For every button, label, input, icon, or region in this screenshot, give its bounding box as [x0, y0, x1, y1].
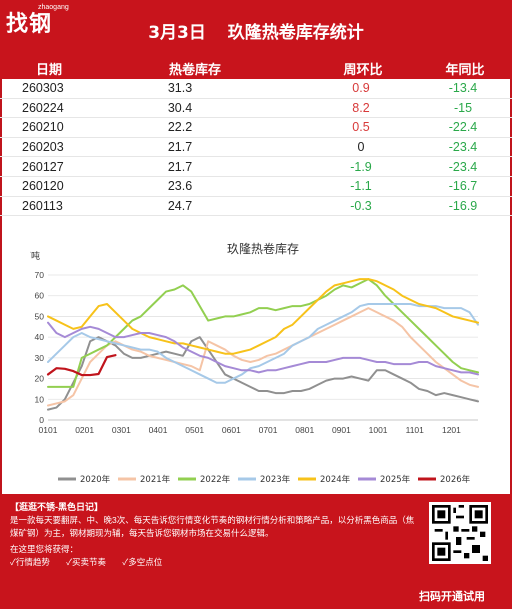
row-yoy: -15: [453, 100, 473, 115]
y-tick-label: 50: [35, 311, 45, 321]
y-tick-label: 10: [35, 394, 45, 404]
series-line: [47, 278, 479, 355]
col-wow: 周环比: [343, 62, 383, 78]
y-tick-label: 30: [35, 353, 45, 363]
row-wow: -0.3: [350, 198, 372, 213]
legend-label: 2023年: [260, 474, 291, 485]
row-yoy: -23.4: [448, 140, 478, 155]
x-tick-label: 1001: [369, 425, 388, 435]
y-axis-label: 万吨: [30, 250, 40, 262]
row-date: 260224: [22, 100, 64, 115]
row-stock: 21.7: [167, 140, 193, 155]
series-line: [47, 307, 479, 407]
chart-title: 玖隆热卷库存: [227, 241, 299, 256]
footer-heading: 【逛逛不锈-黑色日记】: [10, 502, 103, 512]
x-tick-label: 0601: [222, 425, 241, 435]
row-stock: 21.7: [167, 159, 193, 174]
col-date: 日期: [36, 62, 63, 78]
series-line: [47, 336, 479, 411]
legend-label: 2025年: [380, 474, 411, 485]
table-row: 260127 21.7 -1.9 -23.4: [0, 157, 512, 177]
row-wow: 0.9: [352, 81, 370, 96]
x-tick-label: 1201: [442, 425, 461, 435]
row-date: 260210: [22, 120, 64, 135]
row-wow: 0.5: [352, 120, 370, 135]
y-tick-label: 20: [35, 374, 45, 384]
row-yoy: -16.9: [448, 198, 478, 213]
benefit-item: ✓行情趋势: [10, 557, 50, 567]
scan-cta[interactable]: 扫码开通试用: [419, 591, 485, 603]
x-tick-label: 0901: [332, 425, 351, 435]
series-line: [47, 278, 479, 388]
table-row: 260224 30.4 8.2 -15: [0, 99, 512, 119]
benefit-item: ✓买卖节奏: [66, 557, 107, 567]
y-tick-label: 40: [35, 332, 45, 342]
table-row: 260113 24.7 -0.3 -16.9: [0, 197, 512, 217]
table-row: 260210 22.2 0.5 -22.4: [0, 118, 512, 138]
legend-label: 2020年: [80, 474, 111, 485]
y-tick-label: 60: [35, 291, 45, 301]
col-stock: 热卷库存: [168, 62, 221, 78]
legend-label: 2022年: [200, 474, 231, 485]
row-stock: 23.6: [167, 179, 193, 194]
row-stock: 24.7: [167, 198, 193, 213]
row-date: 260303: [22, 81, 64, 96]
table-header: 日期 热卷库存 周环比 年同比: [0, 57, 512, 79]
legend-label: 2024年: [320, 474, 351, 485]
row-wow: 0: [357, 140, 365, 155]
row-stock: 30.4: [167, 100, 193, 115]
footer-description: 是一款每天要翻屏、中、晚3次、每天告诉您行情变化节奏的钢材行情分析和策略产品，以…: [10, 515, 415, 538]
y-tick-label: 0: [39, 415, 44, 425]
footer-benefits: ✓行情趋势 ✓买卖节奏 ✓多空点位: [10, 556, 176, 568]
title-text: 玖隆热卷库存统计: [227, 23, 364, 43]
logo: 找钢: [6, 12, 53, 37]
qr-code[interactable]: [429, 502, 491, 564]
series-line: [47, 321, 479, 376]
x-tick-label: 1101: [406, 425, 425, 435]
col-yoy: 年同比: [445, 62, 485, 78]
x-tick-label: 0201: [75, 425, 94, 435]
legend-label: 2026年: [440, 474, 471, 485]
x-tick-label: 0501: [185, 425, 204, 435]
row-stock: 22.2: [167, 120, 193, 135]
table-body: 260303 31.3 0.9 -13.4 260224 30.4 8.2 -15 260210…: [0, 79, 512, 217]
legend-label: 2021年: [140, 474, 171, 485]
footer: 【逛逛不锈-黑色日记】 是一款每天要翻屏、中、晚3次、每天告诉您行情变化节奏的钢…: [0, 494, 512, 609]
table-row: 260120 23.6 -1.1 -16.7: [0, 177, 512, 197]
row-wow: -1.9: [350, 159, 372, 174]
row-stock: 31.3: [167, 81, 193, 96]
y-tick-label: 70: [35, 270, 45, 280]
table-row: 260303 31.3 0.9 -13.4: [0, 79, 512, 99]
title-date: 3月3日: [148, 23, 206, 43]
row-wow: -1.1: [350, 179, 372, 194]
row-yoy: -16.7: [448, 179, 478, 194]
x-tick-label: 0401: [149, 425, 168, 435]
series-line: [47, 303, 479, 384]
footer-benefits-heading: 在这里您将获得：: [10, 544, 79, 554]
row-date: 260127: [22, 159, 64, 174]
header: 找钢 zhaogang 3月3日 玖隆热卷库存统计: [0, 0, 512, 57]
inventory-line-chart: 玖隆热卷库存万吨 0 10 20 30 40 50 60 70 0101 0201 0301 0401 0…: [30, 241, 479, 485]
row-yoy: -13.4: [448, 81, 478, 96]
page-title: 3月3日 玖隆热卷库存统计: [0, 18, 512, 43]
row-date: 260113: [22, 198, 63, 213]
x-tick-label: 0101: [39, 425, 58, 435]
x-tick-label: 0701: [259, 425, 278, 435]
series-line: [46, 354, 117, 377]
logo-subtitle: zhaogang: [38, 4, 69, 11]
row-yoy: -22.4: [448, 120, 478, 135]
x-tick-label: 0801: [295, 425, 314, 435]
row-date: 260120: [22, 179, 64, 194]
benefit-item: ✓多空点位: [122, 557, 163, 567]
x-tick-label: 0301: [112, 425, 131, 435]
row-wow: 8.2: [352, 100, 370, 115]
table-row: 260203 21.7 0 -23.4: [0, 138, 512, 158]
row-yoy: -23.4: [448, 159, 478, 174]
row-date: 260203: [22, 140, 64, 155]
